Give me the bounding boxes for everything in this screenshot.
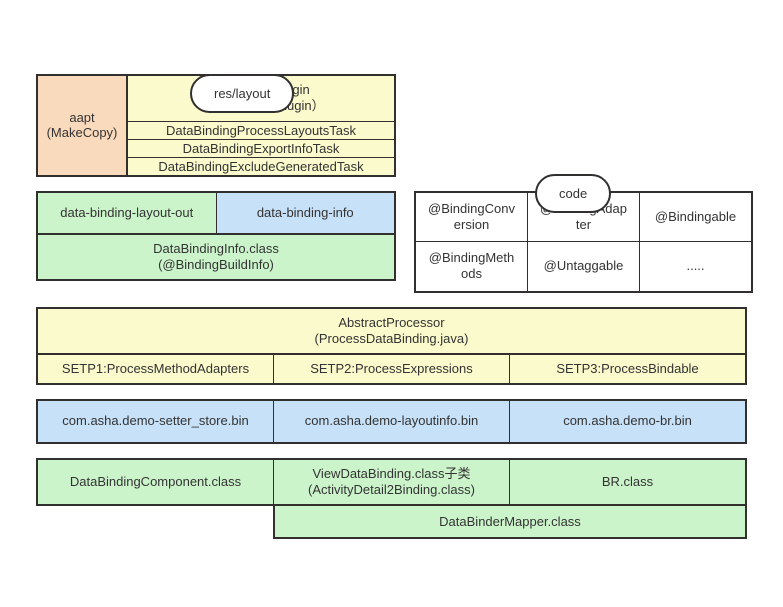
bins-block: com.asha.demo-setter_store.bin com.asha.… — [36, 399, 747, 443]
processor-title-l1: AbstractProcessor — [42, 315, 741, 331]
data-binding-info: data-binding-info — [217, 193, 395, 233]
bin-br: com.asha.demo-br.bin — [510, 401, 745, 441]
anno-bindingmethods: @BindingMethods — [416, 242, 528, 291]
anno-bindingable: @Bindingable — [640, 193, 751, 242]
dbinfo-l1: DataBindingInfo.class — [42, 241, 390, 257]
data-binding-layout-out: data-binding-layout-out — [38, 193, 217, 233]
databindinginfo-class: DataBindingInfo.class (@BindingBuildInfo… — [38, 233, 394, 280]
layout-outputs-block: data-binding-layout-out data-binding-inf… — [36, 191, 396, 282]
task-1: DataBindingExportInfoTask — [128, 139, 394, 157]
step-3: SETP3:ProcessBindable — [510, 355, 745, 383]
out-databindermapper: DataBinderMapper.class — [273, 506, 747, 539]
aapt-cell: aapt (MakeCopy) — [38, 76, 128, 175]
pill-code: code — [535, 174, 611, 213]
bin-layoutinfo: com.asha.demo-layoutinfo.bin — [274, 401, 510, 441]
aapt-label: aapt — [69, 110, 94, 125]
processor-title: AbstractProcessor (ProcessDataBinding.ja… — [38, 309, 745, 354]
pill-res-layout: res/layout — [190, 74, 294, 113]
anno-more: ..... — [640, 242, 751, 291]
dbinfo-l2: (@BindingBuildInfo) — [42, 257, 390, 273]
out-databindingcomponent: DataBindingComponent.class — [38, 460, 274, 505]
task-2: DataBindingExcludeGeneratedTask — [128, 157, 394, 175]
bin-setter-store: com.asha.demo-setter_store.bin — [38, 401, 274, 441]
step-1: SETP1:ProcessMethodAdapters — [38, 355, 274, 383]
abstract-processor-block: AbstractProcessor (ProcessDataBinding.ja… — [36, 307, 747, 386]
anno-bindingconversion: @BindingConversion — [416, 193, 528, 242]
aapt-sub: (MakeCopy) — [47, 125, 118, 140]
out-viewdatabinding: ViewDataBinding.class子类 (ActivityDetail2… — [274, 460, 510, 505]
outputs-block: DataBindingComponent.class ViewDataBindi… — [36, 458, 747, 507]
processor-title-l2: (ProcessDataBinding.java) — [42, 331, 741, 347]
task-0: DataBindingProcessLayoutsTask — [128, 121, 394, 139]
step-2: SETP2:ProcessExpressions — [274, 355, 510, 383]
anno-untaggable: @Untaggable — [528, 242, 640, 291]
out-br-class: BR.class — [510, 460, 745, 505]
